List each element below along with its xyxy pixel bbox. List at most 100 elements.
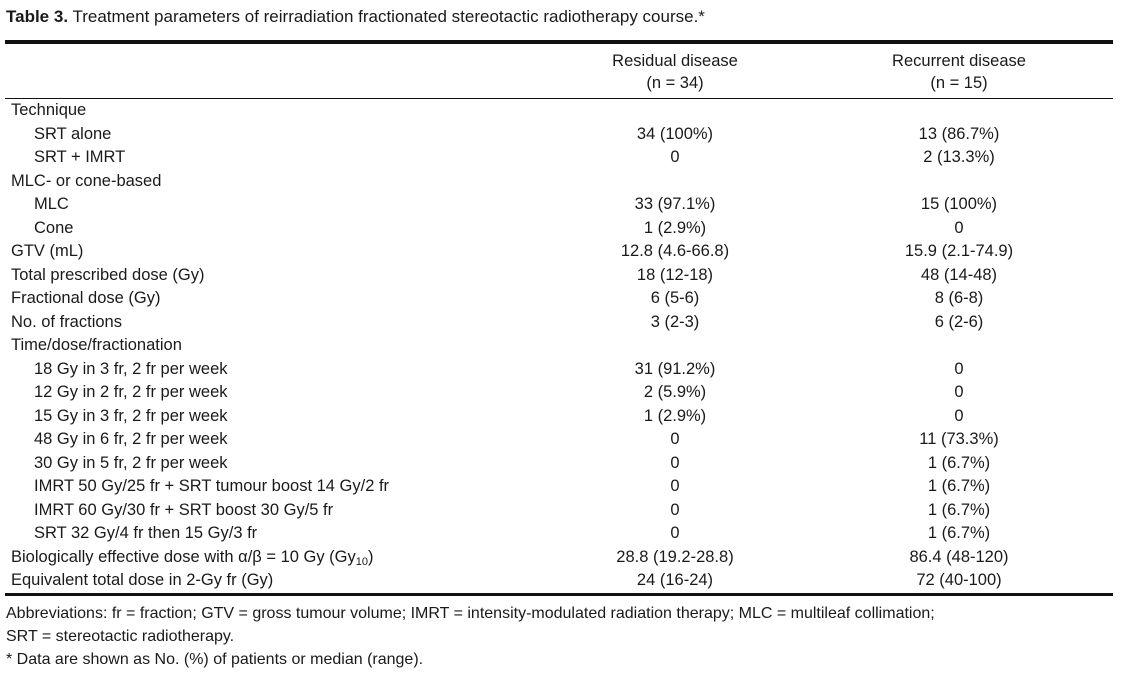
cell-recurrent bbox=[805, 334, 1113, 358]
cell-residual: 2 (5.9%) bbox=[643, 383, 707, 401]
header-residual-title: Residual disease bbox=[612, 52, 738, 70]
row-label-text: 18 Gy in 3 fr, 2 fr per week bbox=[34, 359, 228, 378]
row-label-text: GTV (mL) bbox=[11, 242, 84, 260]
row-label: Total prescribed dose (Gy) bbox=[5, 264, 545, 288]
cell-residual: 0 bbox=[670, 430, 680, 448]
cell-residual: 24 (16-24) bbox=[545, 569, 805, 596]
cell-recurrent: 8 (6-8) bbox=[934, 289, 984, 307]
cell-recurrent: 0 bbox=[954, 218, 964, 237]
cell-residual bbox=[545, 99, 805, 123]
cell-recurrent: 1 (6.7%) bbox=[927, 453, 991, 472]
row-label-text: SRT 32 Gy/4 fr then 15 Gy/3 fr bbox=[34, 524, 258, 542]
row-label: 12 Gy in 2 fr, 2 fr per week bbox=[5, 381, 545, 405]
table-row: IMRT 50 Gy/25 fr + SRT tumour boost 14 G… bbox=[5, 475, 1113, 499]
row-label: MLC- or cone-based bbox=[5, 170, 545, 194]
abbreviations-line-1: Abbreviations: fr = fraction; GTV = gros… bbox=[6, 605, 935, 622]
cell-recurrent: 15.9 (2.1-74.9) bbox=[904, 242, 1014, 260]
row-label: Cone bbox=[5, 217, 545, 241]
row-label: MLC bbox=[5, 193, 545, 217]
row-label-text: Technique bbox=[11, 101, 87, 119]
abbreviations-line-2: SRT = stereotactic radiotherapy. bbox=[6, 628, 235, 645]
cell-recurrent: 86.4 (48-120) bbox=[909, 547, 1009, 566]
cell-recurrent: 0 bbox=[954, 359, 964, 378]
row-label: 18 Gy in 3 fr, 2 fr per week bbox=[5, 358, 545, 382]
cell-residual: 12.8 (4.6-66.8) bbox=[620, 242, 730, 260]
cell-recurrent: 1 (6.7%) bbox=[927, 477, 991, 495]
row-label: 15 Gy in 3 fr, 2 fr per week bbox=[5, 405, 545, 429]
row-label: SRT alone bbox=[5, 123, 545, 147]
cell-residual bbox=[545, 334, 805, 358]
row-label: SRT 32 Gy/4 fr then 15 Gy/3 fr bbox=[5, 522, 545, 546]
header-recurrent: Recurrent disease (n = 15) bbox=[805, 40, 1113, 99]
table-row: SRT 32 Gy/4 fr then 15 Gy/3 fr 0 1 (6.7%) bbox=[5, 522, 1113, 546]
table-row: Cone 1 (2.9%) 0 bbox=[5, 217, 1113, 241]
cell-residual: 1 (2.9%) bbox=[643, 406, 707, 425]
row-label-subscript: 10 bbox=[355, 555, 369, 568]
row-label-text: IMRT 60 Gy/30 fr + SRT boost 30 Gy/5 fr bbox=[34, 500, 334, 519]
table-row: MLC 33 (97.1%) 15 (100%) bbox=[5, 193, 1113, 217]
cell-residual: 34 (100%) bbox=[636, 124, 714, 143]
row-label: No. of fractions bbox=[5, 311, 545, 335]
row-label-text: 12 Gy in 2 fr, 2 fr per week bbox=[34, 383, 228, 401]
table-row: SRT + IMRT 0 2 (13.3%) bbox=[5, 146, 1113, 170]
cell-recurrent bbox=[805, 170, 1113, 194]
row-label: IMRT 60 Gy/30 fr + SRT boost 30 Gy/5 fr bbox=[5, 499, 545, 523]
cell-residual: 0 bbox=[670, 148, 680, 166]
cell-residual: 6 (5-6) bbox=[650, 289, 700, 307]
row-label: Biologically effective dose with α/β = 1… bbox=[5, 546, 545, 570]
cell-recurrent bbox=[805, 99, 1113, 123]
row-label: 48 Gy in 6 fr, 2 fr per week bbox=[5, 428, 545, 452]
row-label-text: SRT alone bbox=[34, 124, 112, 143]
table-row: Time/dose/fractionation bbox=[5, 334, 1113, 358]
table-row: SRT alone 34 (100%) 13 (86.7%) bbox=[5, 123, 1113, 147]
table-row: MLC- or cone-based bbox=[5, 170, 1113, 194]
cell-residual: 28.8 (19.2-28.8) bbox=[616, 547, 734, 566]
row-label: Technique bbox=[5, 99, 545, 123]
cell-recurrent: 0 bbox=[954, 383, 964, 401]
cell-residual: 3 (2-3) bbox=[650, 312, 700, 331]
table-row: Fractional dose (Gy) 6 (5-6) 8 (6-8) bbox=[5, 287, 1113, 311]
cell-residual: 0 bbox=[670, 453, 680, 472]
row-label: Time/dose/fractionation bbox=[5, 334, 545, 358]
table-title: Treatment parameters of reirradiation fr… bbox=[72, 7, 705, 26]
header-residual-n: (n = 34) bbox=[646, 74, 704, 92]
table-number: Table 3. bbox=[6, 7, 69, 26]
row-label-text: Biologically effective dose with α/β = 1… bbox=[11, 547, 356, 566]
table-row: No. of fractions 3 (2-3) 6 (2-6) bbox=[5, 311, 1113, 335]
treatment-parameters-table: Residual disease (n = 34) Recurrent dise… bbox=[5, 40, 1113, 596]
cell-residual: 0 bbox=[670, 477, 680, 495]
row-label-text: SRT + IMRT bbox=[34, 148, 126, 166]
header-recurrent-n: (n = 15) bbox=[930, 74, 988, 92]
cell-residual bbox=[545, 170, 805, 194]
row-label-text: No. of fractions bbox=[11, 312, 122, 331]
cell-recurrent: 1 (6.7%) bbox=[927, 500, 991, 519]
row-label-text: Cone bbox=[34, 218, 74, 237]
row-label-text: MLC- or cone-based bbox=[11, 171, 162, 190]
row-label-text: IMRT 50 Gy/25 fr + SRT tumour boost 14 G… bbox=[34, 477, 390, 495]
table-row: 48 Gy in 6 fr, 2 fr per week 0 11 (73.3%) bbox=[5, 428, 1113, 452]
table-row: Biologically effective dose with α/β = 1… bbox=[5, 546, 1113, 570]
cell-residual: 0 bbox=[670, 500, 680, 519]
table-body: Technique SRT alone 34 (100%) 13 (86.7%) SRT… bbox=[5, 99, 1113, 596]
table-row: GTV (mL) 12.8 (4.6-66.8) 15.9 (2.1-74.9) bbox=[5, 240, 1113, 264]
table-row: 15 Gy in 3 fr, 2 fr per week 1 (2.9%) 0 bbox=[5, 405, 1113, 429]
header-stub bbox=[5, 40, 545, 99]
row-label-text: 30 Gy in 5 fr, 2 fr per week bbox=[34, 453, 228, 472]
cell-recurrent: 2 (13.3%) bbox=[923, 148, 995, 166]
data-note: * Data are shown as No. (%) of patients … bbox=[6, 651, 424, 668]
row-label-text: 15 Gy in 3 fr, 2 fr per week bbox=[34, 406, 228, 425]
cell-recurrent: 15 (100%) bbox=[920, 195, 998, 213]
cell-recurrent: 72 (40-100) bbox=[805, 569, 1113, 596]
table-row: 12 Gy in 2 fr, 2 fr per week 2 (5.9%) 0 bbox=[5, 381, 1113, 405]
table-row: 30 Gy in 5 fr, 2 fr per week 0 1 (6.7%) bbox=[5, 452, 1113, 476]
cell-residual: 0 bbox=[670, 524, 680, 542]
table-row: 18 Gy in 3 fr, 2 fr per week 31 (91.2%) 0 bbox=[5, 358, 1113, 382]
header-recurrent-title: Recurrent disease bbox=[892, 52, 1026, 70]
row-label-text: 48 Gy in 6 fr, 2 fr per week bbox=[34, 430, 228, 448]
row-label: IMRT 50 Gy/25 fr + SRT tumour boost 14 G… bbox=[5, 475, 545, 499]
cell-residual: 18 (12-18) bbox=[636, 265, 714, 284]
row-label: 30 Gy in 5 fr, 2 fr per week bbox=[5, 452, 545, 476]
row-label-text: MLC bbox=[34, 195, 69, 213]
row-label: Equivalent total dose in 2-Gy fr (Gy) bbox=[5, 569, 545, 596]
cell-recurrent: 11 (73.3%) bbox=[919, 430, 999, 448]
